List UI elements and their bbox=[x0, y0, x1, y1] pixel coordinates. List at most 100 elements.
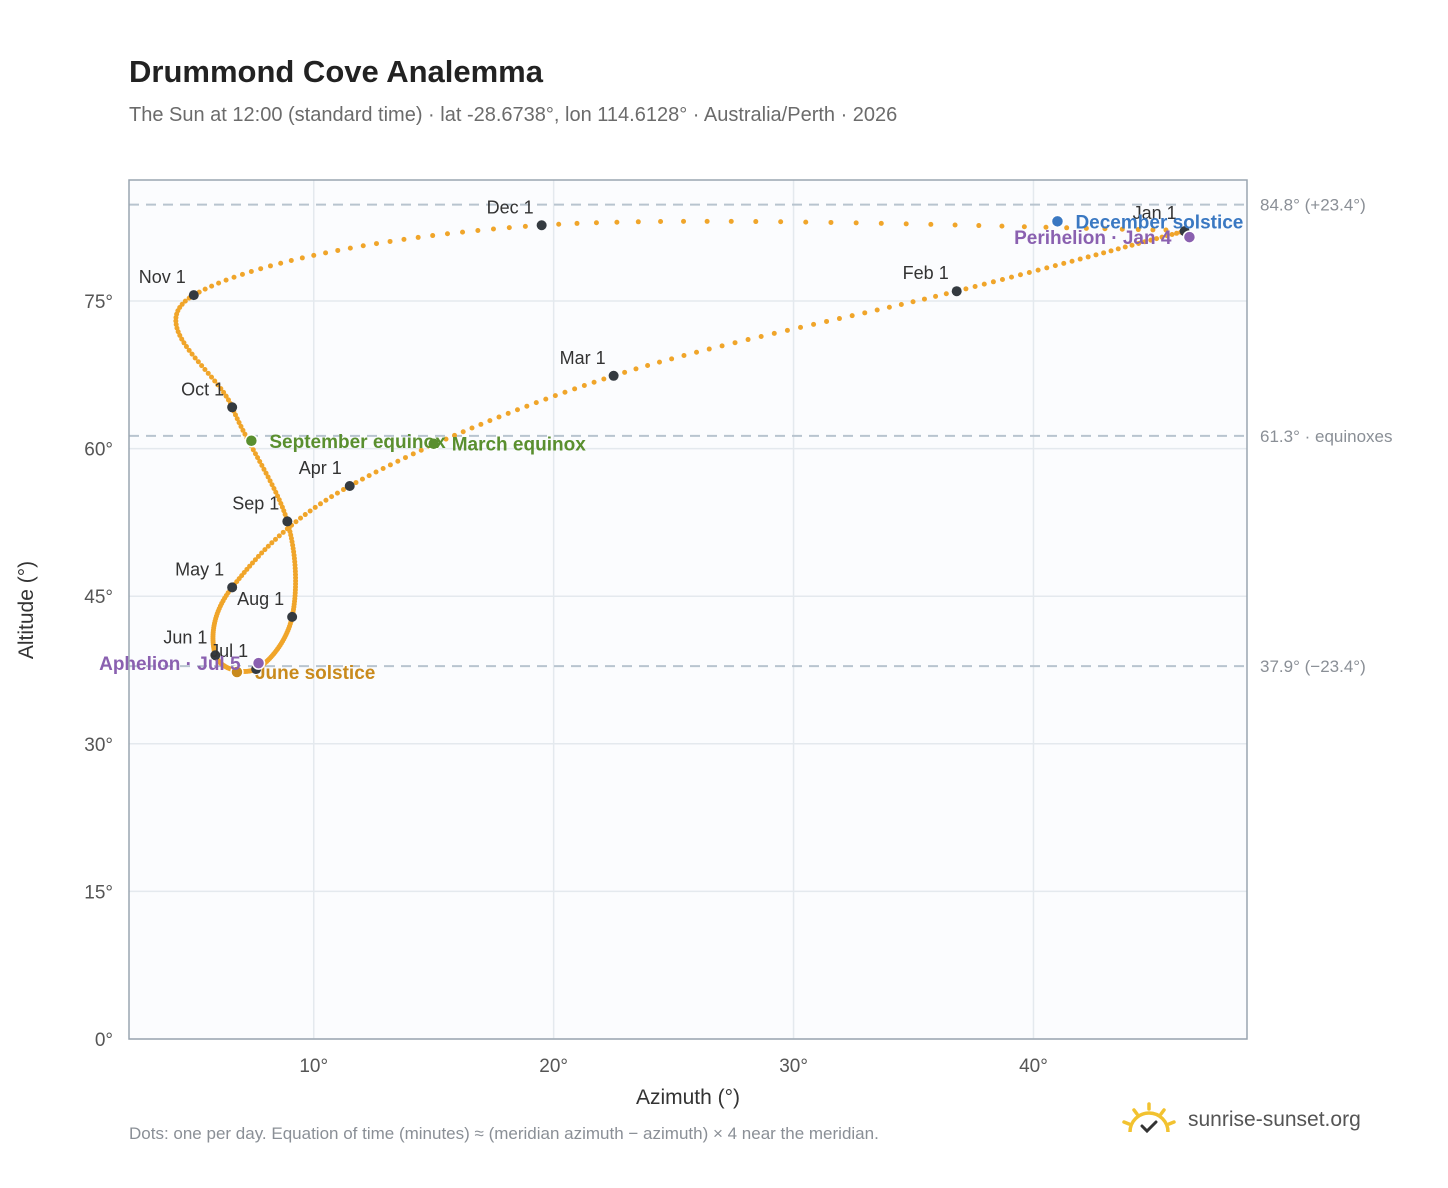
day-dot bbox=[976, 223, 982, 229]
day-dot bbox=[1174, 230, 1180, 236]
brand-name: sunrise-sunset.org bbox=[1188, 1108, 1361, 1131]
day-dot bbox=[745, 337, 751, 343]
brand[interactable]: sunrise-sunset.org bbox=[1120, 1102, 1361, 1138]
day-dot bbox=[415, 234, 421, 240]
y-tick-label: 0° bbox=[95, 1030, 113, 1051]
day-dot bbox=[910, 299, 916, 305]
day-dot bbox=[278, 260, 284, 266]
day-dot bbox=[753, 219, 759, 225]
day-dot bbox=[293, 519, 299, 525]
day-dot bbox=[999, 276, 1005, 282]
plot-frame bbox=[128, 179, 1248, 1040]
day-dot bbox=[514, 407, 520, 413]
day-dot bbox=[487, 418, 493, 424]
month-dot bbox=[287, 611, 298, 622]
day-dot bbox=[444, 231, 450, 237]
day-dot bbox=[719, 343, 725, 349]
day-dot bbox=[189, 351, 195, 357]
day-dot bbox=[205, 370, 211, 376]
month-label: Jun 1 bbox=[163, 627, 207, 647]
day-dot bbox=[265, 474, 271, 480]
day-dot bbox=[195, 359, 201, 365]
day-dot bbox=[469, 425, 475, 431]
day-dot bbox=[952, 222, 958, 228]
day-dot bbox=[263, 470, 269, 476]
day-dot bbox=[262, 547, 268, 553]
day-dot bbox=[272, 536, 278, 542]
day-dot bbox=[179, 336, 185, 342]
day-dot bbox=[972, 284, 978, 290]
day-dot bbox=[1026, 269, 1032, 275]
day-dot bbox=[1148, 237, 1154, 243]
day-dot bbox=[981, 281, 987, 287]
event-label: December solstice bbox=[1075, 212, 1243, 233]
day-dot bbox=[216, 280, 222, 286]
day-dot bbox=[1142, 239, 1148, 245]
day-dot bbox=[259, 462, 265, 468]
day-dot bbox=[1021, 224, 1027, 230]
day-dot bbox=[273, 489, 279, 495]
day-dot bbox=[552, 393, 558, 399]
day-dot bbox=[401, 236, 407, 242]
day-dot bbox=[1108, 248, 1114, 254]
day-dot bbox=[460, 429, 466, 435]
day-dot bbox=[257, 459, 263, 465]
day-dot bbox=[373, 241, 379, 247]
reference-lines: 84.8° (+23.4°) 61.3° · equinoxes 37.9° (−2… bbox=[129, 196, 1393, 676]
month-dot bbox=[608, 370, 619, 381]
month-label: Jan 1 bbox=[1133, 203, 1177, 223]
month-label: Jul 1 bbox=[210, 641, 248, 661]
day-dot bbox=[252, 451, 258, 457]
day-dot bbox=[903, 221, 909, 227]
day-dot bbox=[1150, 227, 1156, 233]
day-dot bbox=[1135, 227, 1141, 233]
event-label: Perihelion · Jan 4 bbox=[1014, 228, 1172, 249]
event-label: June solstice bbox=[255, 663, 375, 684]
day-dot bbox=[329, 494, 335, 500]
y-tick-label: 60° bbox=[84, 440, 113, 461]
day-dot bbox=[249, 560, 255, 566]
reference-line-label: 37.9° (−23.4°) bbox=[1260, 657, 1366, 676]
day-dot bbox=[824, 318, 830, 324]
day-dot bbox=[1069, 258, 1075, 264]
day-dot bbox=[186, 347, 192, 353]
day-dot bbox=[232, 412, 238, 418]
day-dot bbox=[622, 369, 628, 375]
day-dot bbox=[849, 313, 855, 319]
x-tick-label: 10° bbox=[299, 1056, 328, 1077]
day-dot bbox=[681, 353, 687, 359]
day-dot bbox=[239, 271, 245, 277]
month-label: Dec 1 bbox=[487, 197, 534, 217]
plot-area bbox=[129, 180, 1247, 1039]
day-dot bbox=[803, 219, 809, 225]
day-dot bbox=[1119, 226, 1125, 232]
day-dot bbox=[811, 321, 817, 327]
footnote: Dots: one per day. Equation of time (min… bbox=[129, 1124, 879, 1143]
day-dot bbox=[340, 487, 346, 493]
day-dot bbox=[323, 250, 329, 256]
day-dot bbox=[1064, 225, 1070, 231]
month-label: Sep 1 bbox=[232, 493, 279, 513]
day-dot bbox=[1093, 252, 1099, 258]
day-dot bbox=[836, 316, 842, 322]
event-label: Aphelion · Jul 5 bbox=[99, 654, 241, 675]
day-dot bbox=[387, 462, 393, 468]
day-dot bbox=[267, 263, 273, 269]
day-dot bbox=[1043, 224, 1049, 230]
day-dot bbox=[209, 283, 215, 289]
day-dot bbox=[248, 269, 254, 275]
day-dot bbox=[242, 431, 248, 437]
month-label: Oct 1 bbox=[181, 379, 224, 399]
day-dot bbox=[1077, 256, 1083, 262]
day-dot bbox=[271, 486, 277, 492]
day-dot bbox=[728, 218, 734, 224]
day-dot bbox=[402, 455, 408, 461]
day-dot bbox=[862, 310, 868, 316]
day-dot bbox=[591, 379, 597, 385]
day-dot bbox=[460, 229, 466, 235]
day-dot bbox=[1122, 244, 1128, 250]
day-dot bbox=[299, 255, 305, 261]
day-dot bbox=[706, 346, 712, 352]
day-dot bbox=[506, 225, 512, 231]
month-label: Apr 1 bbox=[299, 458, 342, 478]
